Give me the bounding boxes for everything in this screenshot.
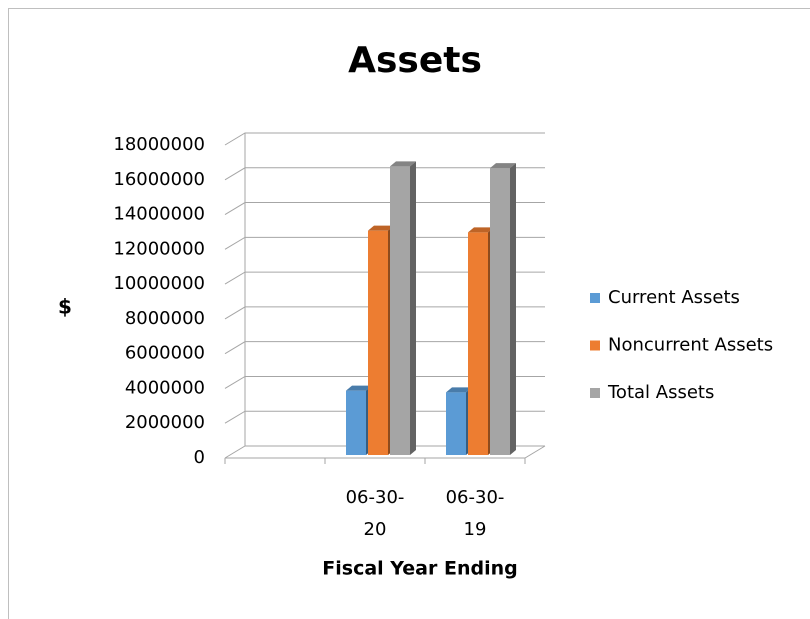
x-tick-label: 06-30-20 — [346, 487, 405, 540]
x-axis-label: Fiscal Year Ending — [322, 558, 517, 580]
y-tick-label: 12000000 — [113, 238, 205, 259]
y-tick-label: 14000000 — [113, 204, 205, 225]
bar-top — [390, 161, 416, 167]
legend-swatch — [590, 293, 600, 303]
y-tick-label: 2000000 — [125, 412, 205, 433]
x-tick-label: 06-30-19 — [446, 487, 505, 540]
legend-label: Total Assets — [607, 382, 714, 403]
y-tick-label: 0 — [194, 447, 205, 468]
y-tick-label: 18000000 — [113, 134, 205, 155]
legend-label: Noncurrent Assets — [608, 335, 773, 356]
grid-line — [224, 236, 545, 250]
bar-top — [446, 387, 472, 393]
grid-line — [224, 341, 545, 355]
y-axis-label: $ — [58, 295, 72, 319]
bar — [468, 232, 488, 455]
legend-swatch — [590, 388, 600, 398]
grid-line — [224, 375, 545, 389]
bar-top — [490, 163, 516, 169]
grid-line — [224, 132, 545, 146]
bar-top — [468, 227, 494, 233]
bar-side — [410, 161, 416, 455]
grid-line — [224, 202, 545, 215]
grid-line — [224, 271, 545, 285]
bar — [368, 230, 388, 455]
grid-line — [224, 167, 545, 181]
grid-line — [224, 306, 545, 320]
grid-line — [224, 410, 545, 424]
bar — [446, 392, 466, 455]
grid-line — [224, 445, 545, 459]
bar-top — [368, 225, 394, 231]
y-tick-label: 4000000 — [125, 377, 205, 398]
legend-label: Current Assets — [608, 287, 740, 308]
legend-swatch — [590, 340, 600, 351]
y-tick-label: 16000000 — [113, 169, 205, 190]
y-tick-label: 10000000 — [113, 273, 205, 294]
chart-title: Assets — [348, 40, 482, 81]
bar — [490, 168, 510, 456]
y-tick-label: 6000000 — [125, 343, 205, 364]
bar-top — [346, 385, 372, 391]
chart-border — [8, 8, 810, 619]
bar — [390, 166, 410, 455]
y-tick-label: 8000000 — [125, 308, 205, 329]
bar — [346, 390, 366, 455]
bar-side — [510, 163, 516, 456]
